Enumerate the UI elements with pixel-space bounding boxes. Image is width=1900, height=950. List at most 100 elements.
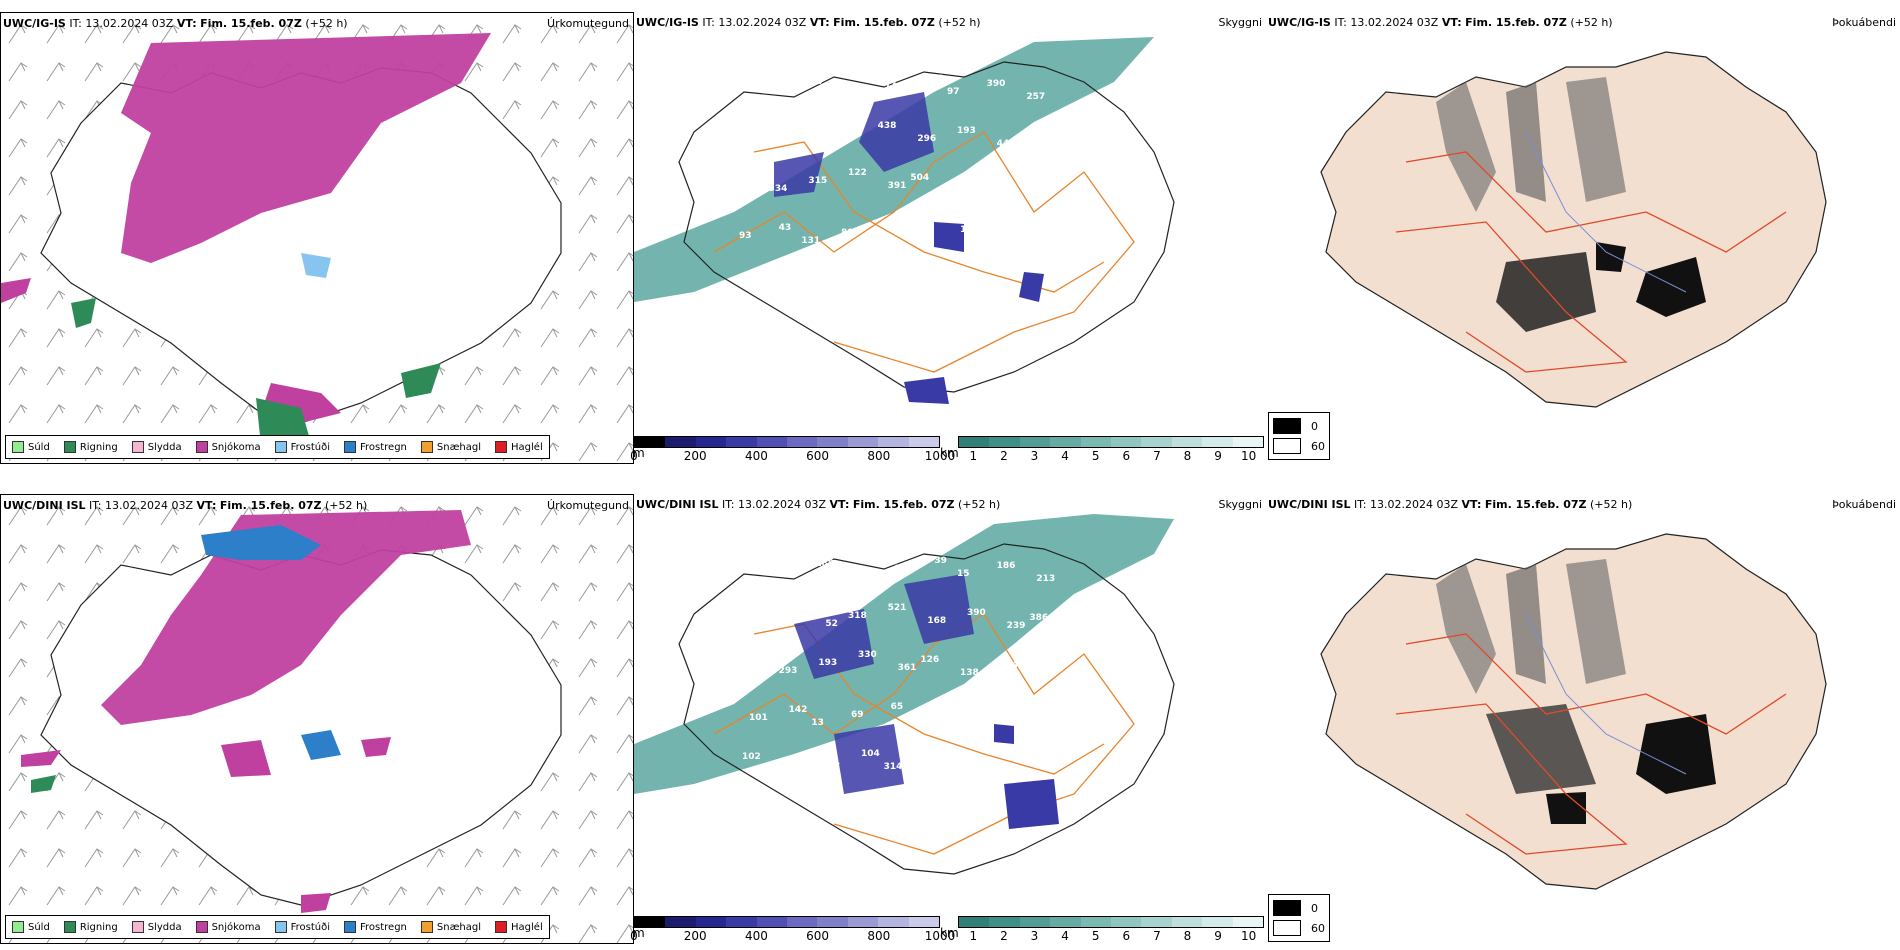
visibility-label: 178 xyxy=(781,765,801,775)
it-label: IT: xyxy=(69,17,82,30)
colorbar-m-ticks: 0 200 400 600 800 1000 xyxy=(630,928,955,943)
visibility-label: 117 xyxy=(880,220,900,230)
panel-title: UWC/IG-IS IT: 13.02.2024 03Z VT: Fim. 15… xyxy=(636,16,981,29)
colorbar-tick-label: 2 xyxy=(1000,449,1008,463)
fog-legend-row2: 0 60 xyxy=(1268,894,1330,942)
legend-swatch xyxy=(131,441,144,453)
colorbar-segment xyxy=(1019,437,1051,447)
visibility-label: 173 xyxy=(736,132,755,142)
panel-type-label: Skyggni xyxy=(1218,498,1262,511)
visibility-label: 314 xyxy=(883,762,903,772)
colorbar-segment xyxy=(878,437,909,447)
visibility-label: 318 xyxy=(848,611,867,621)
colorbar-segment xyxy=(1111,917,1142,927)
visibility-label: 331 xyxy=(855,572,874,582)
fog-map-row2 xyxy=(1320,533,1827,890)
fog-legend-item: 0 xyxy=(1273,416,1325,436)
colorbar-tick-label: 600 xyxy=(806,929,830,943)
visibility-label: 102 xyxy=(742,752,761,762)
colorbar-unit-km: km xyxy=(940,446,959,460)
colorbar-tick-label: 6 xyxy=(1122,449,1131,463)
colorbar-km-ticks: 1 2 3 4 5 6 7 8 9 10 xyxy=(958,928,1264,943)
legend-swatch xyxy=(63,921,76,933)
legend-item: Slydda xyxy=(131,921,182,933)
visibility-label: 390 xyxy=(986,79,1006,89)
colorbar-tick-label: 4 xyxy=(1061,929,1069,943)
iceland-outline xyxy=(678,543,1175,875)
visibility-label: 330 xyxy=(858,650,877,660)
colorbar-tick-label: 400 xyxy=(744,929,768,943)
colorbar-unit-km: km xyxy=(940,926,959,940)
colorbar-tick-label: 800 xyxy=(867,449,891,463)
visibility-label: 123 xyxy=(775,124,795,134)
colorbar-tick-label: 9 xyxy=(1214,449,1222,463)
colorbar-segment xyxy=(908,917,940,927)
panel-type-label: Þokuábendi xyxy=(1832,498,1896,511)
visibility-label: 174 xyxy=(838,129,857,139)
visibility-label: 126 xyxy=(920,655,940,665)
visibility-label: 213 xyxy=(1036,574,1056,584)
colorbar-segment xyxy=(1080,437,1112,447)
visibility-label: 334 xyxy=(768,184,788,194)
it-value: 13.02.2024 03Z xyxy=(85,17,174,30)
colorbar-segment xyxy=(1202,917,1233,927)
visibility-label: 93 xyxy=(739,231,752,241)
visibility-colorbar-m-row1: 0 200 400 600 800 1000 xyxy=(630,436,955,463)
visibility-label: 193 xyxy=(957,126,976,136)
visibility-label: 135 xyxy=(950,186,969,196)
legend-swatch xyxy=(495,441,508,453)
colorbar-unit-m: m xyxy=(633,926,645,940)
legend-item: Frostregn xyxy=(344,441,407,453)
colorbar-tick-label: 7 xyxy=(1153,929,1161,943)
visibility-label: 137 xyxy=(815,137,835,147)
colorbar-tick-label: 1000 xyxy=(924,449,956,463)
visibility-label: 138 xyxy=(989,178,1009,188)
legend-item: Snjókoma xyxy=(195,441,261,453)
visibility-label: 79 xyxy=(970,707,983,717)
visibility-label: 293 xyxy=(778,666,798,676)
colorbar-km-colors xyxy=(958,436,1264,448)
vt-value: Fim. 15.feb. 07Z xyxy=(200,17,302,30)
colorbar-unit-m: m xyxy=(633,446,645,460)
legend-swatch xyxy=(12,921,24,933)
legend-item: Snæhagl xyxy=(420,441,481,453)
colorbar-segment xyxy=(847,437,879,447)
visibility-label: 80 xyxy=(841,228,854,238)
visibility-label: 197 xyxy=(1019,131,1039,141)
colorbar-tick-label: 600 xyxy=(806,449,830,463)
iceland-outline xyxy=(678,61,1175,393)
visibility-label: 315 xyxy=(808,176,828,186)
visibility-label: 188 xyxy=(815,559,835,569)
visibility-label: 504 xyxy=(910,173,930,183)
visibility-label: 217 xyxy=(805,77,825,87)
visibility-label: 194 xyxy=(845,90,864,100)
visibility-colorbar-km-row2: 1 2 3 4 5 6 7 8 9 10 xyxy=(958,916,1264,943)
colorbar-tick-label: 400 xyxy=(744,449,768,463)
panel-title: UWC/DINI ISL IT: 13.02.2024 03Z VT: Fim.… xyxy=(636,498,1001,511)
legend-item: Haglél xyxy=(495,441,543,453)
legend-item: Rigning xyxy=(63,921,118,933)
colorbar-segment xyxy=(1232,437,1264,447)
colorbar-segment xyxy=(878,917,909,927)
colorbar-tick-label: 7 xyxy=(1153,449,1161,463)
colorbar-segment xyxy=(665,437,696,447)
colorbar-segment xyxy=(1050,437,1081,447)
precip-type-panel-row1: UWC/IG-IS IT: 13.02.2024 03Z VT: Fim. 15… xyxy=(0,12,634,464)
legend-item: Frostúði xyxy=(274,921,330,933)
colorbar-segment xyxy=(1202,437,1233,447)
colorbar-segment xyxy=(817,917,848,927)
lead-time: (+52 h) xyxy=(305,17,348,30)
colorbar-segment xyxy=(1141,437,1172,447)
colorbar-segment xyxy=(817,437,848,447)
colorbar-tick-label: 1 xyxy=(969,449,978,463)
colorbar-segment xyxy=(665,917,696,927)
visibility-label: 149 xyxy=(884,82,904,92)
colorbar-segment xyxy=(1232,917,1264,927)
visibility-label: 39 xyxy=(934,556,947,566)
visibility-label: 64 xyxy=(1029,170,1042,180)
colorbar-tick-label: 1 xyxy=(969,929,978,943)
visibility-map-row2 xyxy=(634,514,1175,875)
visibility-label: 168 xyxy=(927,616,947,626)
visibility-label: 361 xyxy=(897,663,917,673)
legend-item: Súld xyxy=(12,441,50,453)
